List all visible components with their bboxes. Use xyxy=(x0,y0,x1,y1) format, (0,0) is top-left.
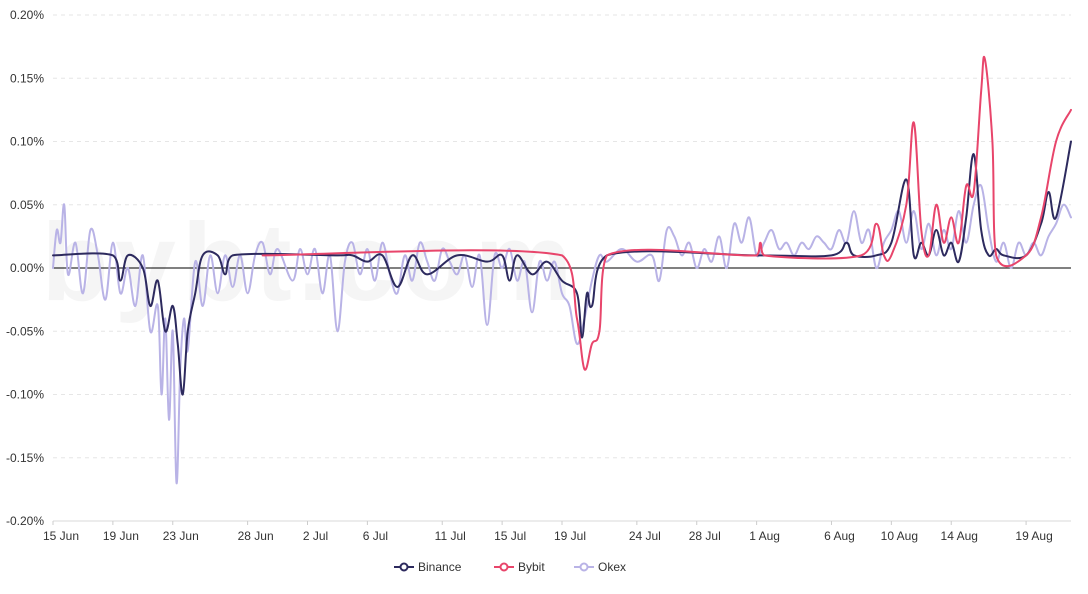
x-tick-label: 2 Jul xyxy=(303,529,328,543)
y-tick-label: 0.20% xyxy=(10,8,44,22)
x-tick-label: 15 Jun xyxy=(43,529,79,543)
legend-marker-bybit xyxy=(499,562,509,572)
x-tick-label: 15 Jul xyxy=(494,529,526,543)
series-line-binance xyxy=(52,140,1072,396)
x-tick-label: 28 Jun xyxy=(238,529,274,543)
x-tick-label: 6 Aug xyxy=(824,529,855,543)
x-tick-label: 23 Jun xyxy=(163,529,199,543)
y-tick-label: -0.10% xyxy=(6,388,44,402)
legend-item-binance[interactable]: Binance xyxy=(394,560,462,574)
x-tick-label: 19 Jul xyxy=(554,529,586,543)
series-line-okex xyxy=(52,183,1072,485)
x-tick-label: 1 Aug xyxy=(749,529,780,543)
x-tick-label: 11 Jul xyxy=(435,529,466,543)
y-tick-label: -0.20% xyxy=(6,514,44,528)
x-tick-label: 10 Aug xyxy=(881,529,918,543)
legend-marker-okex xyxy=(579,562,589,572)
legend-label-binance: Binance xyxy=(418,560,462,574)
legend-marker-binance xyxy=(399,562,409,572)
x-tick-label: 28 Jul xyxy=(689,529,721,543)
legend: Binance Bybit Okex xyxy=(394,560,626,574)
legend-label-okex: Okex xyxy=(598,560,626,574)
y-tick-label: 0.15% xyxy=(10,71,44,85)
series-line-bybit xyxy=(261,56,1072,371)
y-tick-label: 0.05% xyxy=(10,198,44,212)
series-layer xyxy=(52,56,1072,485)
x-tick-label: 19 Jun xyxy=(103,529,139,543)
x-tick-label: 24 Jul xyxy=(629,529,661,543)
legend-label-bybit: Bybit xyxy=(518,560,545,574)
y-tick-label: 0.00% xyxy=(10,261,44,275)
y-tick-label: -0.15% xyxy=(6,451,44,465)
x-tick-label: 6 Jul xyxy=(363,529,388,543)
legend-item-bybit[interactable]: Bybit xyxy=(494,560,545,574)
axis-layer: 0.20% 0.15% 0.10% 0.05% 0.00% -0.05% -0.10% -0.… xyxy=(6,8,1071,543)
x-tick-label: 19 Aug xyxy=(1015,529,1052,543)
legend-item-okex[interactable]: Okex xyxy=(574,560,626,574)
x-tick-label: 14 Aug xyxy=(941,529,978,543)
y-tick-label: -0.05% xyxy=(6,324,44,338)
y-tick-label: 0.10% xyxy=(10,135,44,149)
